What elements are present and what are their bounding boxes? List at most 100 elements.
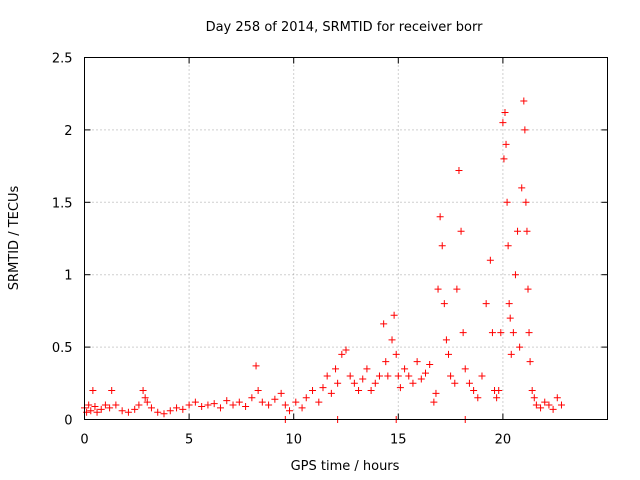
data-point [124,408,132,416]
data-point [147,404,155,412]
data-point [380,320,388,328]
x-tick-label: 10 [285,433,302,448]
data-point [545,401,553,409]
data-point [497,329,505,337]
data-point [516,343,524,351]
data-point [350,379,358,387]
data-points [81,97,565,423]
data-point [541,398,549,406]
data-point [97,405,105,413]
plot-frame [84,57,608,420]
data-point [506,314,514,322]
data-point [394,372,402,380]
data-point [509,329,517,337]
data-point [507,350,515,358]
data-point [271,395,279,403]
data-point [530,394,538,402]
data-point [503,198,511,206]
data-point [135,401,143,409]
data-point [537,404,545,412]
data-point [488,329,496,337]
data-point [447,372,455,380]
data-point [277,389,285,397]
data-point [235,398,243,406]
data-point [396,384,404,392]
x-axis-label: GPS time / hours [291,459,400,474]
data-point [292,398,300,406]
data-point [514,227,522,235]
data-point [470,387,478,395]
data-point [392,350,400,358]
data-point [252,362,260,370]
data-point [327,389,335,397]
data-point [520,97,528,105]
data-point [502,140,510,148]
data-point [258,398,266,406]
data-point [451,379,459,387]
data-point [185,401,193,409]
data-point [511,271,519,279]
y-tick-label: 0.5 [52,341,73,356]
data-point [453,285,461,293]
data-point [89,387,97,395]
data-point [434,285,442,293]
data-point [101,401,109,409]
data-point [248,394,256,402]
data-point [500,155,508,163]
data-point [405,372,413,380]
x-tick-labels: 0 5 10 15 20 [80,433,511,448]
data-point [173,404,181,412]
axis-ticks [84,57,608,420]
grid [84,57,608,420]
data-point [526,358,534,366]
data-point [108,387,116,395]
data-point [179,405,187,413]
data-point [298,404,306,412]
y-tick-labels: 0 0.5 1 1.5 2 2.5 [52,52,73,429]
data-point [417,375,425,383]
data-point [346,372,354,380]
x-tick-label: 5 [185,433,193,448]
data-point [106,404,114,412]
data-point [504,242,512,250]
data-point [522,198,530,206]
data-point [532,401,540,409]
data-point [430,398,438,406]
data-point [438,242,446,250]
data-point [518,184,526,192]
data-point [139,387,147,395]
data-point [334,379,342,387]
data-point [557,401,565,409]
data-point [154,408,162,416]
y-tick-label: 1 [64,269,72,284]
data-point [553,394,561,402]
x-tick-label: 0 [80,433,88,448]
data-point [493,394,501,402]
data-point [204,401,212,409]
data-point [355,387,363,395]
data-point [198,402,206,410]
data-point [223,397,231,405]
data-point [505,300,513,308]
data-point [432,389,440,397]
data-point [319,384,327,392]
data-point [501,109,509,117]
data-point [436,213,444,221]
data-point [465,379,473,387]
data-point [367,387,375,395]
data-point [495,387,503,395]
data-point [524,285,532,293]
y-axis-label: SRMTID / TECUs [7,186,22,291]
data-point [375,372,383,380]
data-point [390,311,398,319]
data-point [363,365,371,373]
data-point [549,405,557,413]
data-point [478,372,486,380]
data-point [409,379,417,387]
data-point [87,407,95,415]
data-point [112,401,120,409]
data-point [442,336,450,344]
data-point [118,407,126,415]
data-point [455,166,463,174]
